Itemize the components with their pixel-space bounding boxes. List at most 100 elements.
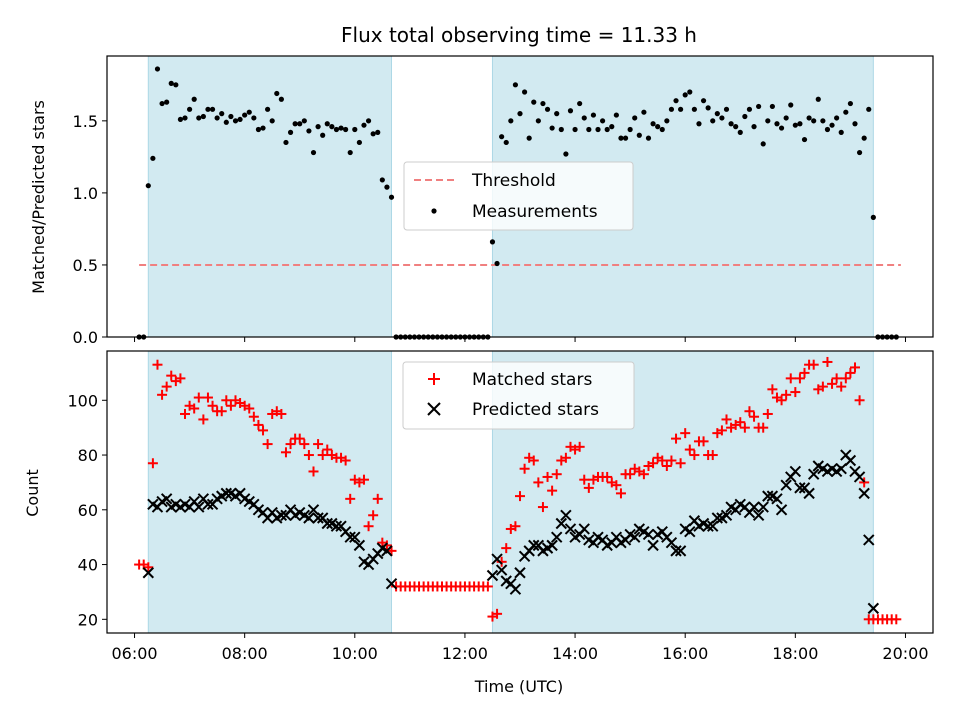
legend-matched-marker — [428, 373, 440, 385]
matched-point — [767, 384, 778, 395]
measurement-point — [315, 124, 321, 130]
matched-point — [492, 608, 503, 619]
measurement-point — [567, 108, 574, 114]
predicted-point — [762, 490, 774, 502]
predicted-point — [711, 512, 724, 524]
measurement-point — [489, 239, 496, 245]
predicted-point — [546, 539, 558, 552]
measurement-point — [274, 90, 280, 97]
matched-point — [689, 450, 700, 461]
measurement-point — [209, 106, 216, 112]
measurement-point — [535, 118, 541, 124]
matched-point — [248, 411, 259, 422]
predicted-point — [863, 534, 875, 546]
matched-point — [799, 367, 810, 378]
measurement-point — [297, 121, 303, 127]
measurement-point — [214, 115, 220, 121]
matched-point — [285, 439, 296, 450]
predicted-point — [560, 509, 572, 521]
measurement-point — [788, 102, 794, 108]
matched-point — [216, 406, 227, 417]
matched-point — [368, 510, 379, 521]
matched-point — [157, 389, 168, 400]
predicted-point — [491, 553, 503, 565]
measurement-point — [650, 121, 656, 127]
bottom-y-axis-label: Count — [23, 469, 42, 517]
matched-point — [221, 395, 232, 406]
matched-point — [161, 381, 172, 392]
matched-point — [739, 422, 750, 433]
measurement-point — [287, 129, 294, 135]
measurement-point — [503, 139, 509, 146]
measurement-point — [352, 126, 358, 133]
matched-point — [675, 458, 686, 469]
matched-point — [547, 485, 558, 496]
measurement-point — [379, 177, 385, 183]
y-tick-label: 80 — [78, 446, 98, 465]
measurement-point — [494, 260, 500, 267]
measurement-point — [182, 115, 188, 121]
predicted-point — [275, 509, 288, 521]
measurement-point — [154, 66, 161, 72]
matched-point — [891, 614, 902, 625]
observing-interval-1 — [147, 55, 393, 338]
measurement-point — [756, 103, 762, 110]
predicted-point — [528, 539, 540, 552]
measurement-point — [517, 111, 523, 117]
measurement-point — [499, 134, 505, 140]
measurement-point — [320, 132, 326, 138]
measurement-point — [797, 121, 803, 127]
measurement-point — [843, 109, 849, 115]
predicted-point — [321, 517, 333, 530]
predicted-point — [771, 493, 783, 505]
measurement-point — [375, 129, 381, 135]
matched-point — [611, 480, 622, 491]
matched-point — [762, 408, 773, 419]
measurement-point — [769, 103, 775, 110]
matched-point — [198, 414, 209, 425]
legend-matched-label: Matched stars — [472, 370, 592, 390]
y-tick-label: 1.0 — [73, 184, 98, 203]
top-panel: Flux total observing time = 11.33 h 0.0 0… — [29, 23, 934, 347]
predicted-point — [702, 520, 714, 532]
measurement-point — [838, 129, 844, 135]
predicted-point — [486, 569, 499, 582]
predicted-point — [220, 487, 233, 500]
predicted-point — [349, 531, 361, 543]
x-axis-label: Time (UTC) — [474, 677, 563, 696]
predicted-stars-series — [142, 449, 880, 615]
predicted-point — [193, 501, 205, 513]
matched-point — [515, 491, 525, 502]
bottom-legend: Matched stars Predicted stars — [402, 361, 635, 430]
y-tick-label: 100 — [67, 391, 98, 410]
predicted-point — [794, 482, 806, 494]
measurement-point — [723, 106, 730, 112]
matched-point — [244, 403, 255, 414]
measurement-point — [237, 116, 243, 123]
measurement-point — [310, 149, 317, 156]
predicted-point — [780, 479, 792, 491]
x-tick-label: 10:00 — [332, 644, 378, 663]
matched-point — [152, 359, 163, 370]
measurement-point — [815, 96, 821, 102]
matched-point — [372, 493, 383, 504]
matched-point — [785, 373, 796, 384]
matched-point — [202, 392, 213, 403]
measurement-point — [678, 106, 684, 112]
matched-point — [537, 502, 548, 513]
measurement-point — [255, 126, 262, 133]
matched-point — [542, 471, 553, 482]
measurement-point — [329, 124, 335, 130]
x-tick-label: 20:00 — [882, 644, 928, 663]
predicted-point — [555, 517, 568, 530]
measurement-point — [866, 106, 872, 112]
matched-point — [836, 381, 847, 392]
matched-point — [253, 419, 264, 430]
measurement-point — [200, 113, 206, 120]
predicted-point — [835, 463, 847, 475]
measurement-point — [834, 115, 840, 121]
bottom-plot-frame — [106, 350, 934, 634]
matched-point — [735, 417, 746, 428]
matched-point — [845, 367, 856, 378]
matched-point — [574, 441, 585, 452]
